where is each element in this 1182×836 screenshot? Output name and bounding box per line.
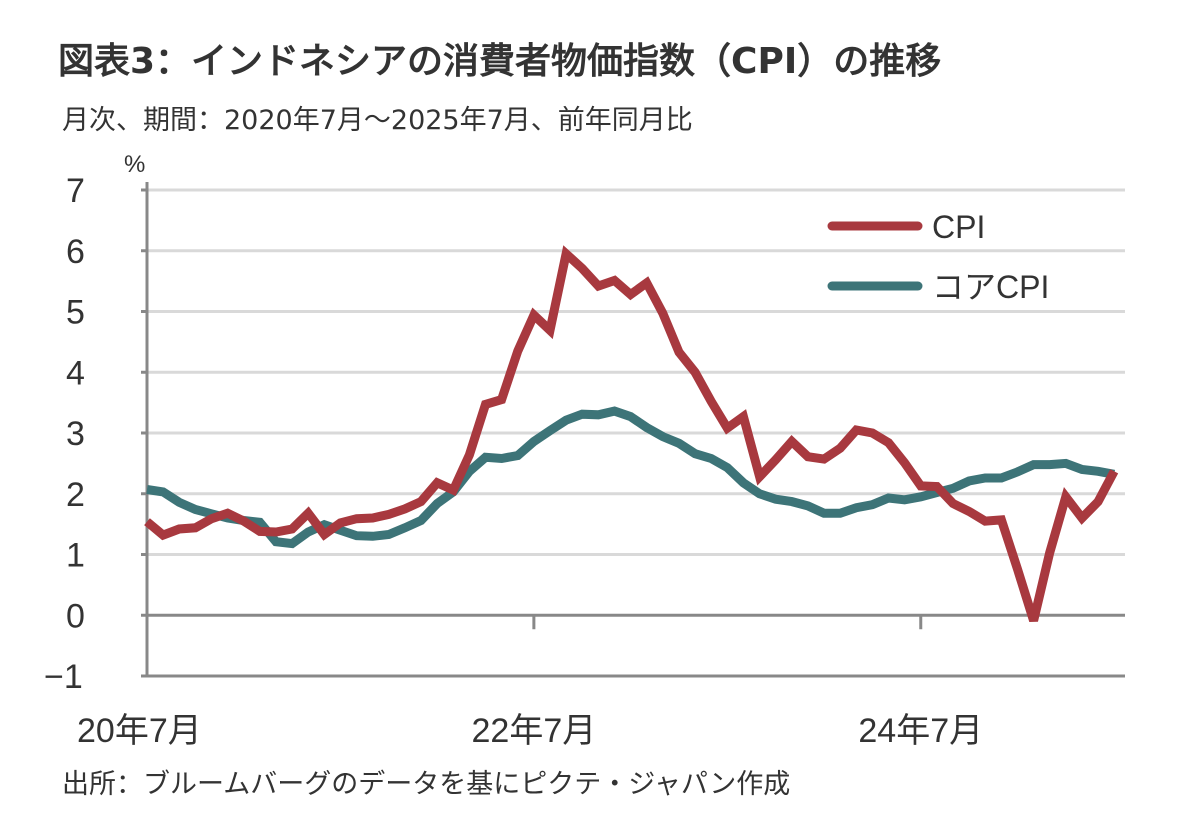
source-note: 出所：ブルームバーグのデータを基にピクテ・ジャパン作成 — [62, 769, 791, 800]
x-tick-label: 20年7月 — [77, 712, 202, 750]
y-tick-label: 5 — [66, 294, 85, 332]
legend-label-cpi: CPI — [932, 209, 985, 245]
y-tick-label: 3 — [66, 415, 85, 453]
x-tick-label: 22年7月 — [472, 712, 597, 750]
y-tick-label: 4 — [66, 354, 85, 392]
y-unit-label: % — [124, 151, 145, 178]
y-tick-label: 2 — [66, 476, 85, 514]
chart-title: 図表3：インドネシアの消費者物価指数（CPI）の推移 — [58, 41, 942, 82]
series-line-core-cpi — [146, 406, 1116, 549]
y-tick-label: −1 — [44, 658, 83, 696]
y-tick-label: 0 — [66, 597, 85, 635]
y-tick-label: 1 — [66, 537, 85, 575]
y-tick-label: 7 — [66, 172, 85, 210]
y-tick-label: 6 — [66, 233, 85, 271]
x-tick-label: 24年7月 — [858, 712, 983, 750]
series-line-cpi — [144, 245, 1119, 623]
chart-subtitle: 月次、期間：2020年7月～2025年7月、前年同月比 — [62, 105, 693, 136]
legend-label-core-cpi: コアCPI — [932, 269, 1049, 305]
